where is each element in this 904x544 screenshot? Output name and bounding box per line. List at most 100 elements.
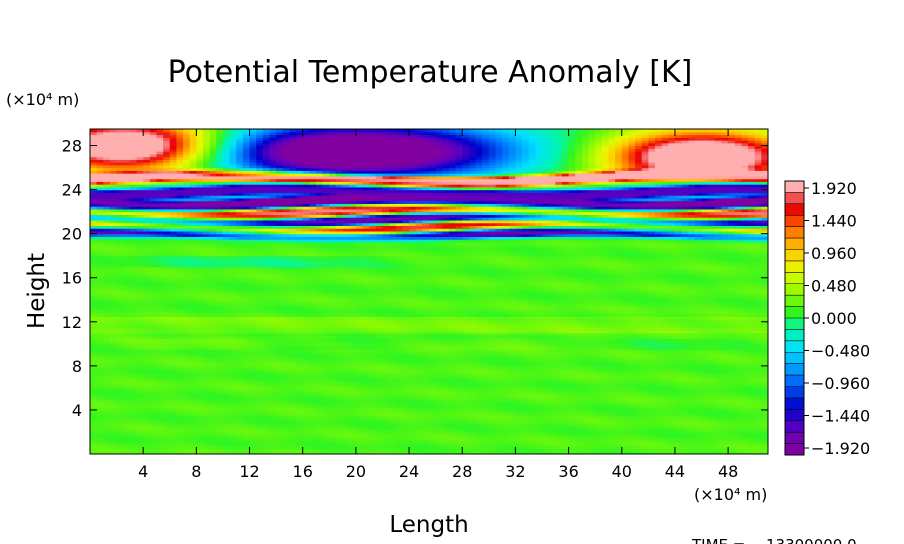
heatmap-cell [761,404,768,408]
heatmap-cell [708,374,716,378]
heatmap-cell [628,451,636,454]
heatmap-cell [402,371,410,375]
heatmap-cell [581,437,590,441]
heatmap-cell [621,393,630,397]
heatmap-cell [276,371,284,375]
heatmap-cell [349,429,357,433]
heatmap-cell [741,379,749,383]
heatmap-cell [109,426,118,430]
heatmap-cell [462,409,470,414]
heatmap-cell [136,398,144,403]
heatmap-cell [542,390,550,394]
heatmap-cell [442,376,450,381]
heatmap-cell [163,409,171,414]
heatmap-cell [309,404,317,408]
heatmap-cell [296,423,304,428]
heatmap-cell [641,396,649,400]
heatmap-cell [216,442,224,447]
heatmap-cell [316,412,324,417]
heatmap-cell [455,387,463,392]
heatmap-cell [595,437,603,441]
heatmap-cell [103,371,111,375]
heatmap-cell [429,451,437,454]
heatmap-cell [468,418,477,422]
heatmap-cell [309,442,317,447]
heatmap-cell [335,412,344,417]
heatmap-cell [688,393,696,397]
heatmap-cell [734,385,743,389]
heatmap-cell [475,420,483,425]
heatmap-cell [116,415,124,419]
heatmap-cell [442,451,450,454]
heatmap-cell [748,404,756,408]
heatmap-cell [714,434,723,439]
heatmap-cell [322,431,330,436]
heatmap-cell [189,412,197,417]
heatmap-cell [628,448,636,452]
heatmap-cell [462,396,470,400]
heatmap-cell [90,426,98,430]
heatmap-cell [256,379,264,383]
heatmap-cell [189,440,197,444]
heatmap-cell [136,382,144,386]
heatmap-cell [435,440,443,444]
heatmap-cell [262,434,271,439]
heatmap-cell [249,434,257,439]
heatmap-cell [475,382,483,386]
heatmap-cell [701,387,709,392]
heatmap-cell [415,401,423,406]
heatmap-cell [528,398,536,403]
heatmap-cell [661,418,669,422]
heatmap-cell [748,426,756,430]
heatmap-cell [375,409,384,414]
heatmap-cell [615,442,623,447]
heatmap-cell [169,426,178,430]
heatmap-cell [615,379,623,383]
heatmap-cell [714,409,723,414]
heatmap-cell [621,371,630,375]
heatmap-cell [468,448,477,452]
heatmap-cell [249,437,257,441]
heatmap-cell [362,440,370,444]
heatmap-cell [143,429,151,433]
heatmap-cell [568,401,576,406]
heatmap-cell [309,412,317,417]
heatmap-cell [422,434,430,439]
heatmap-cell [568,398,576,403]
heatmap-cell [668,445,676,450]
heatmap-cell [415,420,423,425]
heatmap-cell [548,429,556,433]
heatmap-cell [123,390,131,394]
heatmap-cell [409,434,417,439]
heatmap-cell [149,376,158,381]
heatmap-cell [176,404,184,408]
heatmap-cell [588,387,596,392]
heatmap-cell [129,429,138,433]
heatmap-cell [342,429,350,433]
heatmap-cell [448,409,457,414]
heatmap-cell [262,412,271,417]
heatmap-cell [608,412,616,417]
heatmap-cell [375,382,384,386]
heatmap-cell [236,374,244,378]
heatmap-cell [442,407,450,411]
heatmap-cell [462,412,470,417]
heatmap-cell [375,442,384,447]
heatmap-cell [748,379,756,383]
heatmap-cell [256,407,264,411]
heatmap-cell [522,431,530,436]
heatmap-cell [422,404,430,408]
heatmap-cell [362,418,370,422]
heatmap-cell [748,409,756,414]
heatmap-cell [635,385,643,389]
heatmap-cell [96,374,104,378]
heatmap-cell [289,401,297,406]
heatmap-cell [595,409,603,414]
heatmap-cell [508,371,517,375]
heatmap-cell [389,376,397,381]
heatmap-cell [369,407,377,411]
heatmap-cell [302,415,310,419]
heatmap-cell [189,451,197,454]
heatmap-cell [674,437,683,441]
heatmap-cell [335,451,344,454]
